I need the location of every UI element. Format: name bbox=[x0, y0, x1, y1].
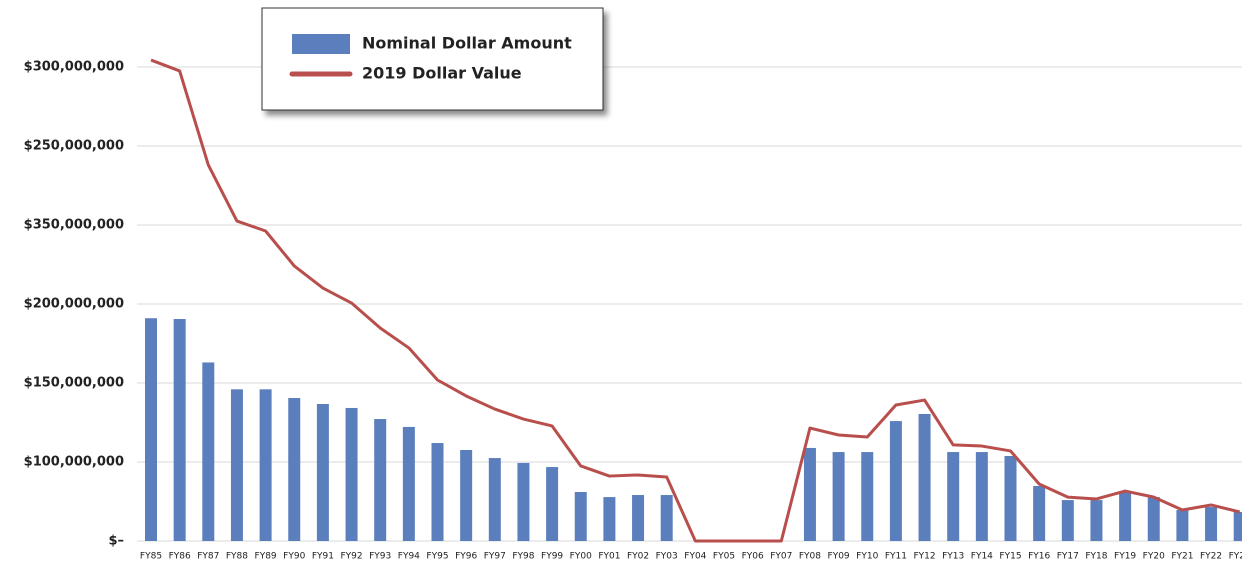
x-tick-label: FY86 bbox=[169, 552, 191, 562]
x-tick-label: FY22 bbox=[1200, 552, 1222, 562]
bar bbox=[517, 462, 530, 541]
x-tick-label: FY11 bbox=[885, 552, 907, 562]
x-tick-label: FY20 bbox=[1143, 552, 1165, 562]
bar bbox=[1205, 507, 1218, 541]
x-tick-label: FY07 bbox=[770, 552, 792, 562]
x-tick-label: FY95 bbox=[426, 552, 448, 562]
bar bbox=[1033, 486, 1046, 541]
x-tick-label: FY85 bbox=[140, 552, 162, 562]
bar bbox=[402, 426, 415, 541]
x-tick-label: FY02 bbox=[627, 552, 649, 562]
bar bbox=[431, 443, 444, 541]
bar bbox=[202, 362, 215, 541]
bar bbox=[574, 492, 587, 541]
y-tick-label: $200,000,000 bbox=[24, 297, 124, 312]
bar bbox=[1147, 497, 1160, 541]
x-tick-label: FY94 bbox=[398, 552, 420, 562]
bar bbox=[632, 495, 645, 541]
bar bbox=[861, 452, 874, 541]
bar bbox=[546, 467, 559, 541]
x-tick-label: FY12 bbox=[913, 552, 935, 562]
x-tick-label: FY89 bbox=[255, 552, 277, 562]
x-tick-label: FY21 bbox=[1171, 552, 1193, 562]
bar bbox=[1061, 500, 1074, 541]
bar bbox=[1233, 511, 1242, 541]
legend-box bbox=[261, 7, 604, 111]
x-tick-label: FY91 bbox=[312, 552, 334, 562]
bar bbox=[1090, 500, 1103, 541]
bar bbox=[832, 452, 845, 541]
bar bbox=[603, 497, 616, 541]
y-tick-label: $– bbox=[108, 534, 124, 549]
bar bbox=[1176, 510, 1189, 541]
x-tick-label: FY19 bbox=[1114, 552, 1136, 562]
legend-label: Nominal Dollar Amount bbox=[362, 34, 572, 53]
x-tick-label: FY99 bbox=[541, 552, 563, 562]
x-tick-label: FY01 bbox=[598, 552, 620, 562]
x-tick-label: FY97 bbox=[484, 552, 506, 562]
bar bbox=[1119, 492, 1132, 541]
x-tick-label: FY18 bbox=[1085, 552, 1107, 562]
x-tick-label: FY90 bbox=[283, 552, 305, 562]
x-tick-label: FY10 bbox=[856, 552, 878, 562]
x-tick-label: FY17 bbox=[1057, 552, 1079, 562]
x-tick-label: FY04 bbox=[684, 552, 706, 562]
bar bbox=[259, 389, 272, 541]
x-tick-label: FY09 bbox=[828, 552, 850, 562]
bar bbox=[660, 495, 673, 541]
bar bbox=[374, 419, 387, 541]
x-tick-label: FY23 bbox=[1229, 552, 1242, 562]
y-tick-label: $250,000,000 bbox=[24, 139, 124, 154]
y-tick-label: $150,000,000 bbox=[24, 376, 124, 391]
legend: Nominal Dollar Amount 2019 Dollar Value bbox=[261, 7, 604, 111]
x-tick-label: FY00 bbox=[570, 552, 592, 562]
x-tick-label: FY16 bbox=[1028, 552, 1050, 562]
bar bbox=[1004, 455, 1017, 541]
x-tick-label: FY06 bbox=[742, 552, 764, 562]
bar bbox=[460, 449, 473, 541]
bar bbox=[145, 318, 157, 541]
x-tick-label: FY88 bbox=[226, 552, 248, 562]
bar bbox=[975, 452, 988, 541]
bar bbox=[230, 389, 243, 541]
x-tick-label: FY92 bbox=[340, 552, 362, 562]
x-tick-label: FY15 bbox=[999, 552, 1021, 562]
y-tick-label: $300,000,000 bbox=[24, 60, 124, 75]
x-tick-label: FY13 bbox=[942, 552, 964, 562]
bar bbox=[918, 413, 931, 541]
x-tick-label: FY96 bbox=[455, 552, 477, 562]
bar bbox=[947, 452, 960, 541]
x-tick-label: FY08 bbox=[799, 552, 821, 562]
bar bbox=[173, 319, 186, 541]
bar bbox=[803, 447, 816, 541]
x-tick-label: FY14 bbox=[971, 552, 993, 562]
bar bbox=[889, 421, 902, 541]
y-tick-label: $100,000,000 bbox=[24, 455, 124, 470]
bar bbox=[316, 404, 329, 541]
x-tick-label: FY98 bbox=[512, 552, 534, 562]
x-tick-label: FY05 bbox=[713, 552, 735, 562]
bar bbox=[488, 458, 501, 541]
bar bbox=[288, 398, 301, 541]
line bbox=[150, 58, 1241, 543]
x-tick-label: FY03 bbox=[656, 552, 678, 562]
x-tick-label: FY87 bbox=[197, 552, 219, 562]
x-tick-label: FY93 bbox=[369, 552, 391, 562]
legend-label: 2019 Dollar Value bbox=[362, 64, 522, 83]
y-tick-label: $350,000,000 bbox=[24, 218, 124, 233]
legend-swatch bbox=[292, 34, 350, 54]
bar bbox=[345, 407, 358, 541]
